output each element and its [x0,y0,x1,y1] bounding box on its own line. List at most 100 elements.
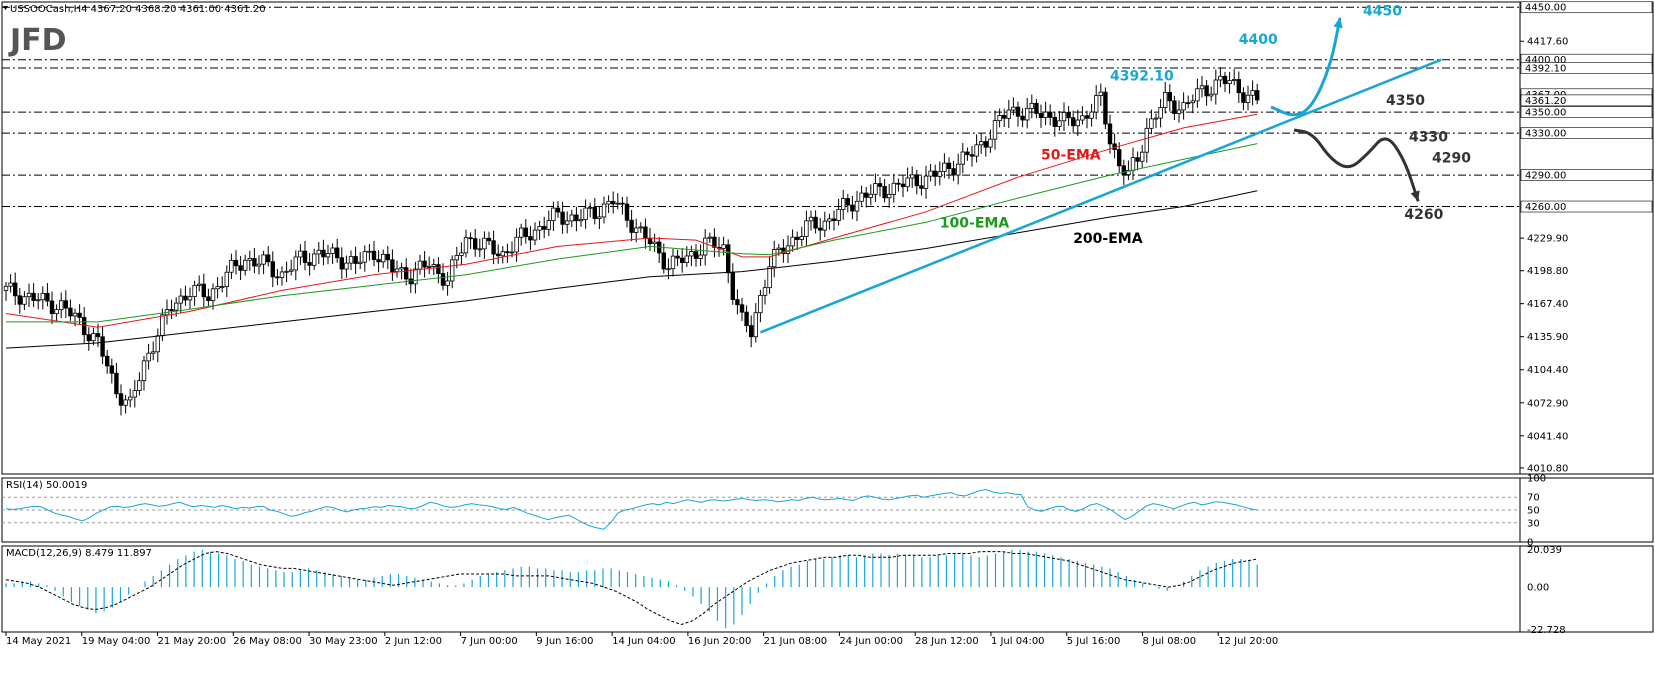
rsi-tick-label: 30 [1527,518,1540,529]
x-tick-label: 21 Jun 08:00 [764,636,828,647]
annotation-4350: 4350 [1386,93,1425,109]
candle-body [178,295,183,304]
candle-body [956,163,961,176]
candle-body [827,218,832,222]
candle-body [403,267,409,280]
candle-body [72,312,78,317]
candle-body [758,294,763,314]
candle-body [574,214,579,222]
candle-body [482,237,487,250]
x-tick-label: 1 Jul 04:00 [991,636,1045,647]
x-tick-label: 2 Jun 12:00 [385,636,442,647]
candle-body [26,292,32,298]
candle-body [942,162,947,173]
candle-body [233,259,239,267]
candle-body [169,309,174,311]
candle-body [1218,75,1223,81]
candle-body [247,258,252,261]
candle-body [436,264,441,275]
candle-body [86,334,91,342]
candle-body [693,251,699,259]
bullish-arrow-head [1333,17,1343,29]
candle-body [983,141,988,148]
scenario-arrows [1270,17,1420,202]
x-tick-label: 26 May 08:00 [233,636,302,647]
bearish-arrow-head [1410,190,1420,202]
candle-body [606,200,611,205]
x-tick-label: 8 Jul 08:00 [1142,636,1196,647]
candle-body [150,351,156,354]
candle-body [31,292,36,301]
candle-body [422,260,427,268]
candle-body [1084,115,1090,119]
candle-body [620,202,625,205]
candle-body [1126,169,1131,176]
x-tick-label: 14 Jun 04:00 [612,636,676,647]
candle-body [762,287,768,296]
dropdown-triangle-icon[interactable] [3,6,8,10]
candle-body [265,254,271,263]
candle-body [730,272,735,300]
candle-body [100,336,105,357]
candle-body [505,251,510,254]
candle-body [997,115,1002,121]
candle-body [201,283,206,298]
candle-body [1107,123,1113,145]
candle-body [192,284,197,298]
candle-body [385,253,390,261]
candle-body [454,255,459,261]
candle-body [1149,118,1154,129]
candle-body [523,227,528,237]
candle-body [928,170,933,177]
candle-body [270,261,275,278]
candle-body [951,168,956,176]
x-tick-label: 14 May 2021 [6,636,71,647]
candle-body [132,390,137,398]
candle-body [137,380,142,391]
candle-body [1002,115,1007,119]
candle-body [1048,111,1053,118]
annotation-50-EMA: 50-EMA [1041,147,1101,163]
macd-label: MACD(12,26,9) 8.479 11.897 [6,548,152,559]
candle-body [565,220,570,225]
candle-body [859,192,864,202]
candle-body [82,317,87,336]
candle-body [173,302,179,311]
ema-line-50-EMA [5,113,1258,328]
y-tick-label: 4072.90 [1527,398,1568,409]
candle-body [54,309,59,315]
candle-body [445,280,450,286]
candle-body [597,216,602,219]
y-tick-label: 4229.90 [1527,234,1568,245]
candle-body [95,333,101,338]
price-candles [3,67,1260,416]
price-annotations: 4400 4392.10 4450 4350 4330 4290 4260 50-EMA 100… [940,4,1471,248]
y-tick-label: 4104.40 [1527,365,1568,376]
candle-body [141,360,147,382]
candle-body [1117,149,1122,167]
candle-body [772,249,777,268]
rsi-tick-label: 70 [1527,493,1540,504]
macd-tick-label: -22.728 [1527,625,1566,636]
candle-body [661,252,666,270]
rsi-line [5,488,1258,530]
candle-body [785,245,791,254]
candle-body [864,192,869,198]
trendline-uptrend-support [759,58,1442,334]
candle-body [284,270,289,273]
candle-body [288,269,294,272]
x-tick-label: 5 Jul 16:00 [1067,636,1121,647]
candle-body [1140,151,1145,162]
candle-body [468,237,473,240]
level-label-box [1520,127,1653,139]
x-tick-label: 9 Jun 16:00 [536,636,593,647]
candle-body [431,264,436,267]
candle-body [1025,107,1030,121]
candle-body [1043,111,1048,118]
candle-body [528,236,533,241]
candle-body [969,154,975,157]
candle-body [449,259,455,282]
candle-body [845,198,850,206]
candle-body [601,203,607,218]
candle-body [624,203,630,221]
